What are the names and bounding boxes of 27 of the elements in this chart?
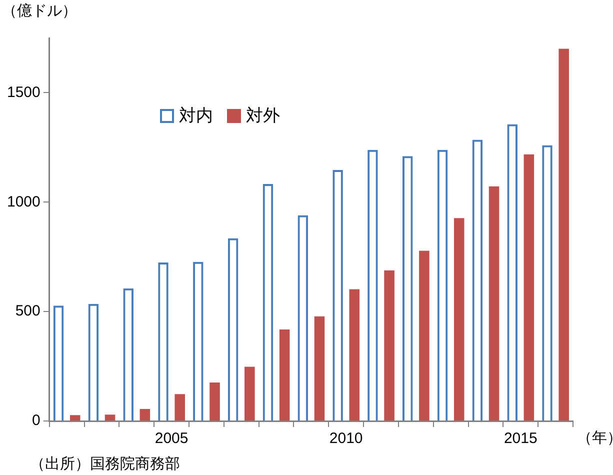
text: （出所）国務院商務部	[30, 456, 180, 473]
y-tick-label: 0	[32, 412, 40, 430]
bar	[244, 366, 255, 420]
bar	[174, 394, 185, 420]
legend-label: 対外	[246, 105, 280, 127]
x-tick-label: 2010	[329, 430, 363, 448]
bar	[524, 154, 534, 420]
x-axis-title: （年）	[577, 430, 613, 447]
bar	[419, 250, 430, 420]
bar	[140, 408, 150, 420]
bar	[349, 289, 360, 420]
x-tick-label: 2015	[504, 430, 538, 448]
bar	[488, 186, 500, 420]
bar	[314, 316, 325, 420]
y-tick-label: 500	[15, 302, 40, 320]
bar	[558, 48, 569, 420]
y-axis-title: （億ドル）	[2, 2, 77, 20]
bar	[454, 218, 464, 420]
bar	[384, 270, 394, 420]
y-tick-label: 1000	[6, 193, 40, 210]
bar	[210, 382, 220, 420]
bar	[104, 414, 116, 420]
bar	[279, 330, 290, 420]
x-tick-label: 2005	[154, 430, 188, 448]
bar	[70, 415, 80, 420]
y-tick-label: 1500	[6, 84, 40, 101]
legend-label: 対内	[179, 105, 213, 127]
